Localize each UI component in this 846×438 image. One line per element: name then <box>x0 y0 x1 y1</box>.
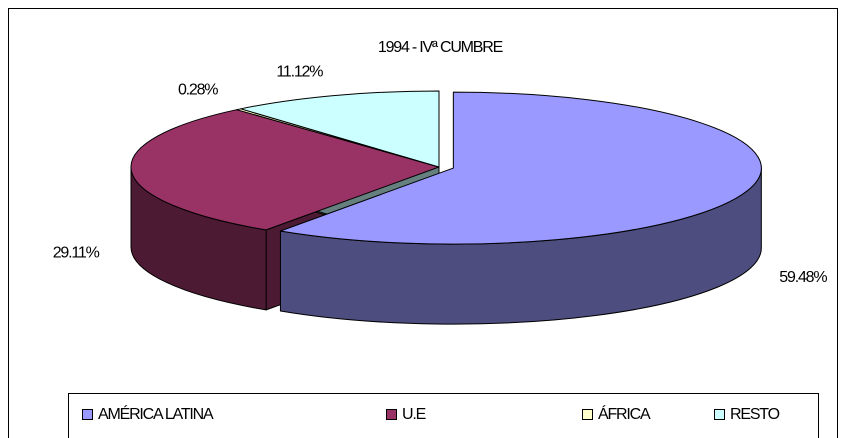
legend-box <box>68 393 819 438</box>
data-label: 29.11% <box>53 244 100 261</box>
data-label: 59.48% <box>779 269 827 286</box>
legend-label: RESTO <box>730 406 780 423</box>
legend: AMÉRICA LATINA U.E ÁFRICA RESTO <box>82 404 781 423</box>
legend-swatch <box>714 409 725 420</box>
legend-label: ÁFRICA <box>598 404 651 423</box>
slice <box>240 90 440 168</box>
legend-swatch <box>386 409 397 420</box>
legend-swatch <box>582 409 593 420</box>
legend-swatch <box>82 409 93 420</box>
data-label: 11.12% <box>276 63 323 80</box>
data-label: 0.28% <box>178 81 218 98</box>
legend-label: U.E <box>402 406 426 423</box>
pie: 59.48% 29.11% 0.28% 11.12% <box>53 63 829 325</box>
chart-title: 1994 - IVª CUMBRE <box>378 39 503 56</box>
slice <box>279 91 762 245</box>
slice <box>130 109 440 231</box>
legend-label: AMÉRICA LATINA <box>98 404 214 423</box>
